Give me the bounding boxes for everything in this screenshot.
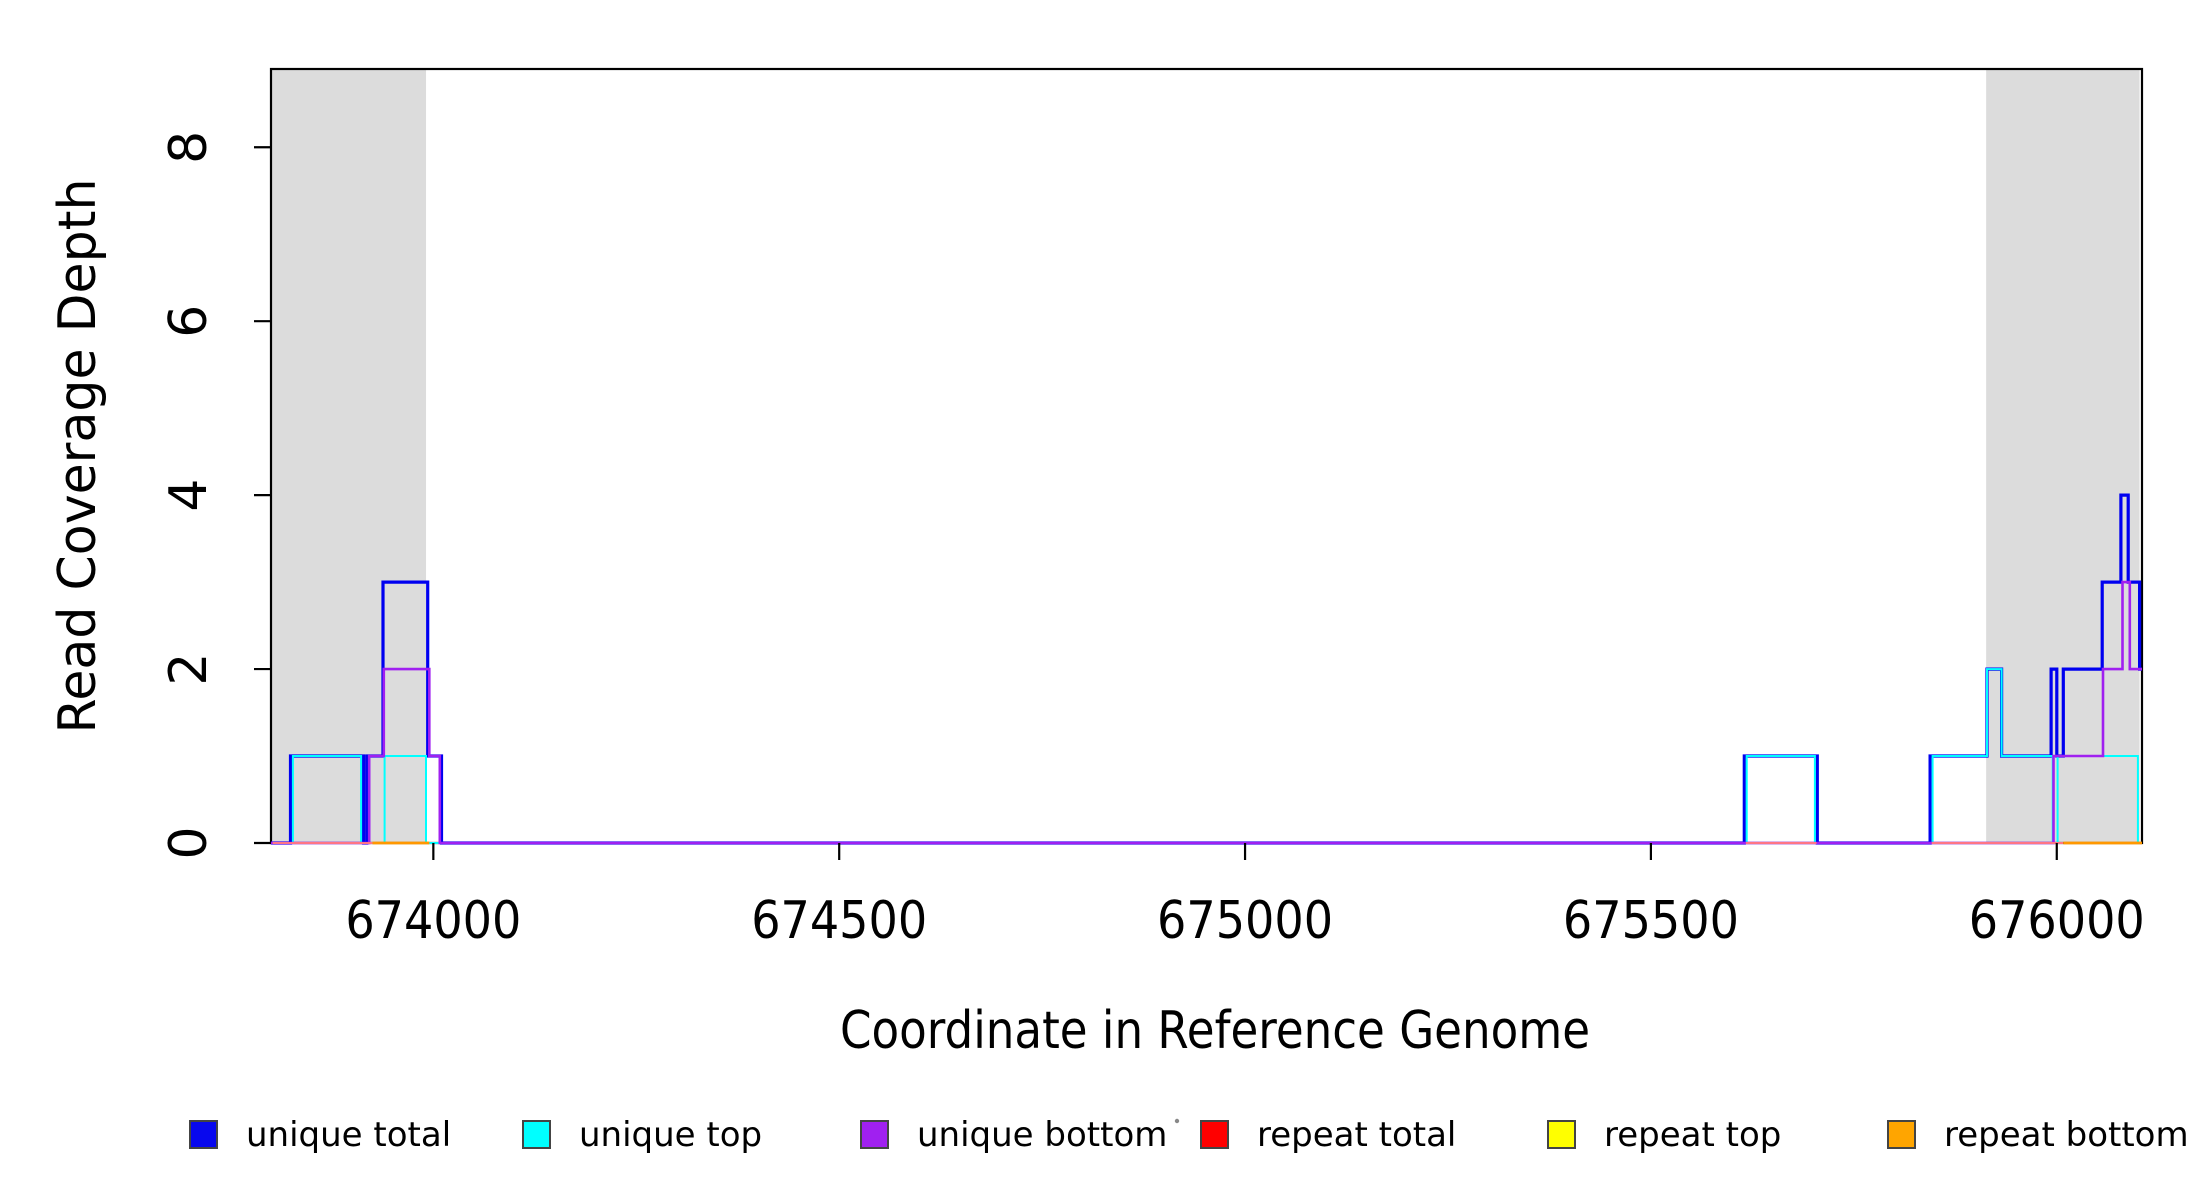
legend-swatch-unique-bottom	[860, 1120, 889, 1149]
x-tick-label: 674000	[345, 891, 521, 951]
coverage-step-lines	[271, 493, 2142, 845]
x-tick-label: 675500	[1563, 891, 1739, 951]
legend-label: repeat bottom	[1944, 1115, 2189, 1155]
y-axis-title: Read Coverage Depth	[48, 179, 108, 734]
repeat-region-shading	[271, 69, 2140, 843]
x-tick-label: 674500	[751, 891, 927, 951]
x-tick-label: 676000	[1969, 891, 2145, 951]
legend-label: repeat top	[1604, 1115, 1781, 1155]
y-tick-label: 8	[159, 131, 219, 164]
legend-label: repeat total	[1257, 1115, 1456, 1155]
legend-label: unique bottom	[917, 1115, 1167, 1155]
legend: unique total unique top unique bottom repea…	[189, 1115, 2189, 1155]
legend-label: unique top	[579, 1115, 762, 1155]
y-tick-label: 2	[159, 653, 219, 686]
y-tick-label: 4	[159, 479, 219, 512]
legend-swatch-unique-top	[522, 1120, 551, 1149]
axes: 674000 674500 675000 675500 676000 0 2 4 6 8	[159, 131, 2145, 951]
series-unique-total	[271, 493, 2142, 845]
y-tick-label: 0	[159, 826, 219, 859]
y-tick-label: 6	[159, 305, 219, 338]
x-tick-label: 675000	[1157, 891, 1333, 951]
legend-swatch-repeat-bottom	[1887, 1120, 1916, 1149]
repeat-region-rect	[271, 69, 427, 843]
stray-dot-artifact	[1174, 1118, 1180, 1124]
legend-swatch-repeat-total	[1200, 1120, 1229, 1149]
legend-label: unique total	[246, 1115, 451, 1155]
plot-border	[269, 67, 2144, 845]
x-axis-title: Coordinate in Reference Genome	[840, 1001, 1590, 1061]
plot-box-outline	[269, 67, 2144, 845]
legend-swatch-unique-total	[189, 1120, 218, 1149]
series-unique-bottom	[271, 580, 2142, 845]
series-unique-top	[271, 668, 2142, 844]
legend-swatch-repeat-top	[1547, 1120, 1576, 1149]
